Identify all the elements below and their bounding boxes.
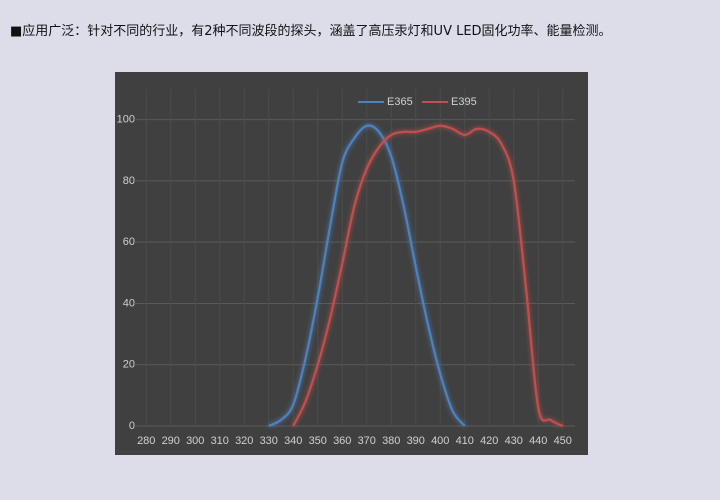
x-tick-label: 280 (137, 435, 155, 447)
x-tick-label: 420 (480, 435, 498, 447)
x-tick-label: 300 (186, 435, 204, 447)
heading: ■应用广泛：针对不同的行业，有2种不同波段的探头，涵盖了高压汞灯和UV LED固… (10, 24, 612, 39)
x-tick-label: 330 (260, 435, 278, 447)
x-tick-label: 410 (456, 435, 474, 447)
y-tick-label: 60 (123, 236, 135, 248)
y-tick-label: 40 (123, 297, 135, 309)
y-tick-label: 100 (117, 114, 135, 126)
series-line (268, 124, 466, 428)
x-tick-label: 340 (284, 435, 302, 447)
x-tick-label: 380 (382, 435, 400, 447)
x-tick-label: 400 (431, 435, 449, 447)
x-tick-label: 290 (162, 435, 180, 447)
x-tick-label: 440 (529, 435, 547, 447)
x-tick-label: 360 (333, 435, 351, 447)
x-tick-label: 310 (211, 435, 229, 447)
x-tick-label: 450 (554, 435, 572, 447)
legend-label: E365 (387, 96, 413, 108)
y-tick-label: 80 (123, 175, 135, 187)
series-line (292, 124, 564, 427)
x-tick-label: 320 (235, 435, 253, 447)
x-tick-label: 370 (358, 435, 376, 447)
x-tick-label: 350 (309, 435, 327, 447)
x-tick-label: 390 (407, 435, 425, 447)
legend-label: E395 (451, 96, 477, 108)
chart-background (115, 72, 588, 455)
y-tick-label: 0 (129, 420, 135, 432)
y-tick-label: 20 (123, 359, 135, 371)
x-tick-label: 430 (505, 435, 523, 447)
